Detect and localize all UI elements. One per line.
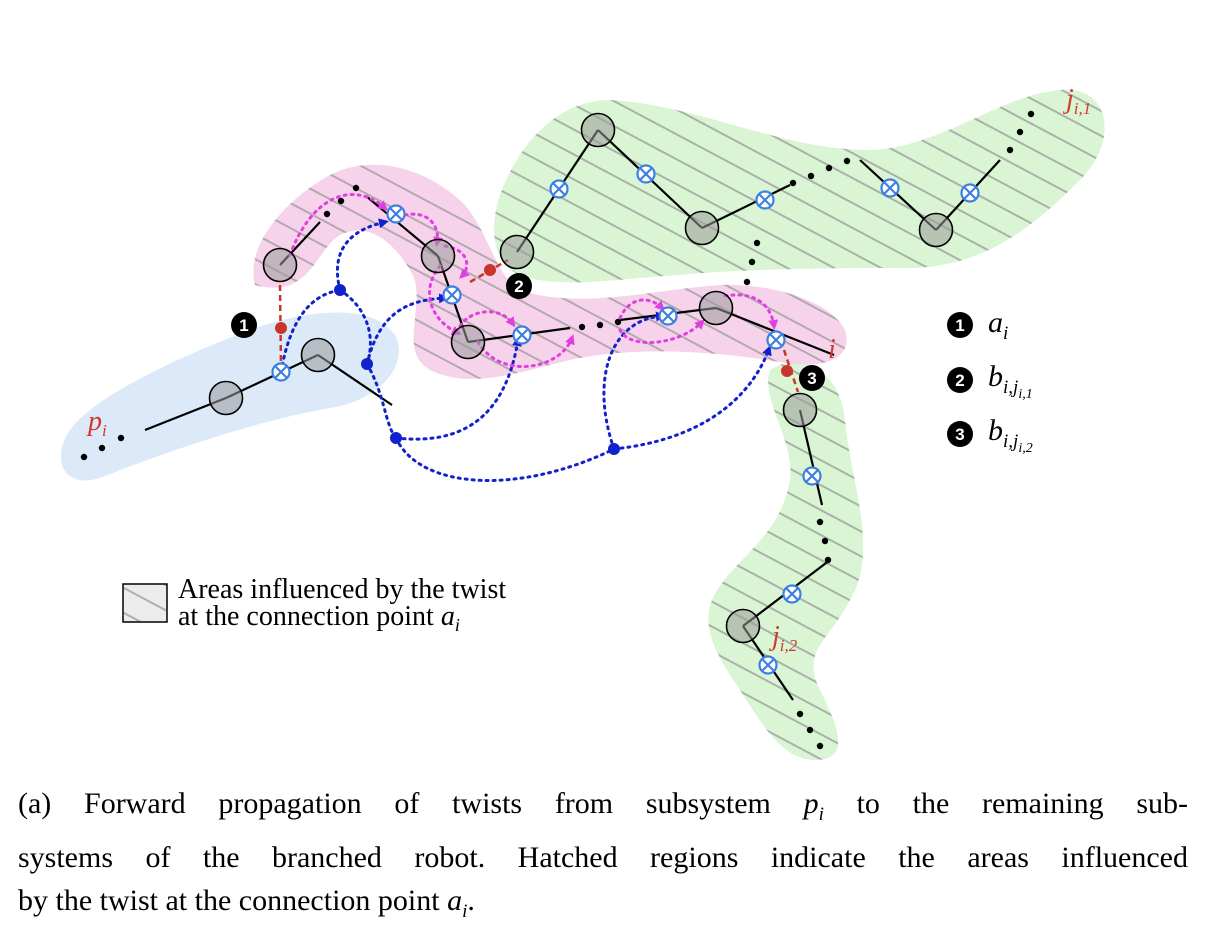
connection-point-b2 [781,365,793,377]
joint-icon [782,584,802,604]
magenta-propagation-arrows [288,193,779,368]
badge-2: 2 [506,273,532,299]
joint-icon [636,164,656,184]
connection-point-b1 [484,264,496,276]
svg-text:1: 1 [239,316,248,335]
legend-hatched-areas: Areas influenced by the twist at the con… [122,574,506,635]
key-item-1: 1 ai [947,306,1008,344]
label-j-i-1: ji,1 [1063,84,1091,118]
badge-3: 3 [799,365,825,391]
figure-caption: (a) Forward propagation of twists from s… [18,782,1188,933]
joint-icon [658,306,678,326]
joint-icon [442,285,462,305]
svg-text:1: 1 [955,316,964,335]
key-item-2: 2 bi,ji,1 [947,360,1033,402]
link-bodies [208,112,954,644]
label-p-i: pi [86,406,107,440]
joint-icons [271,164,980,675]
joint-icon [271,362,291,382]
joint-icon [880,178,900,198]
svg-text:2: 2 [514,277,523,296]
connection-point-a [275,322,287,334]
joint-icon [960,183,980,203]
joint-icon [549,179,569,199]
svg-text:bi,ji,2: bi,ji,2 [988,414,1033,456]
svg-text:at the connection point ai: at the connection point ai [178,601,460,635]
badge-1: 1 [231,312,257,338]
label-i: i [828,334,836,365]
joint-icon [755,190,775,210]
caption-line-2: systems of the branched robot. Hatched r… [18,841,1188,874]
joint-icon [386,204,406,224]
joint-icon [766,330,786,350]
svg-text:bi,ji,1: bi,ji,1 [988,360,1033,402]
caption-line-1: (a) Forward propagation of twists from s… [18,787,1188,825]
branched-robot-diagram: 1 2 3 pi i ji,1 ji,2 1 ai 2 bi,ji,1 3 bi… [60,84,1105,760]
caption-line-3: by the twist at the connection point ai. [18,884,475,922]
joint-icon [758,655,778,675]
green-region-lower-branch-hatch [708,362,864,760]
svg-text:3: 3 [955,425,964,444]
label-j-i-2: ji,2 [769,621,798,655]
blue-branch-points [334,284,620,455]
key-item-3: 3 bi,ji,2 [947,414,1033,456]
ellipsis-dots [80,110,1035,750]
svg-text:Areas influenced by the twist: Areas influenced by the twist [178,574,506,605]
joint-icon [802,466,822,486]
joint-icon [512,325,532,345]
svg-text:3: 3 [807,369,816,388]
svg-text:ai: ai [988,306,1008,344]
svg-text:2: 2 [955,371,964,390]
red-connections [275,258,800,393]
